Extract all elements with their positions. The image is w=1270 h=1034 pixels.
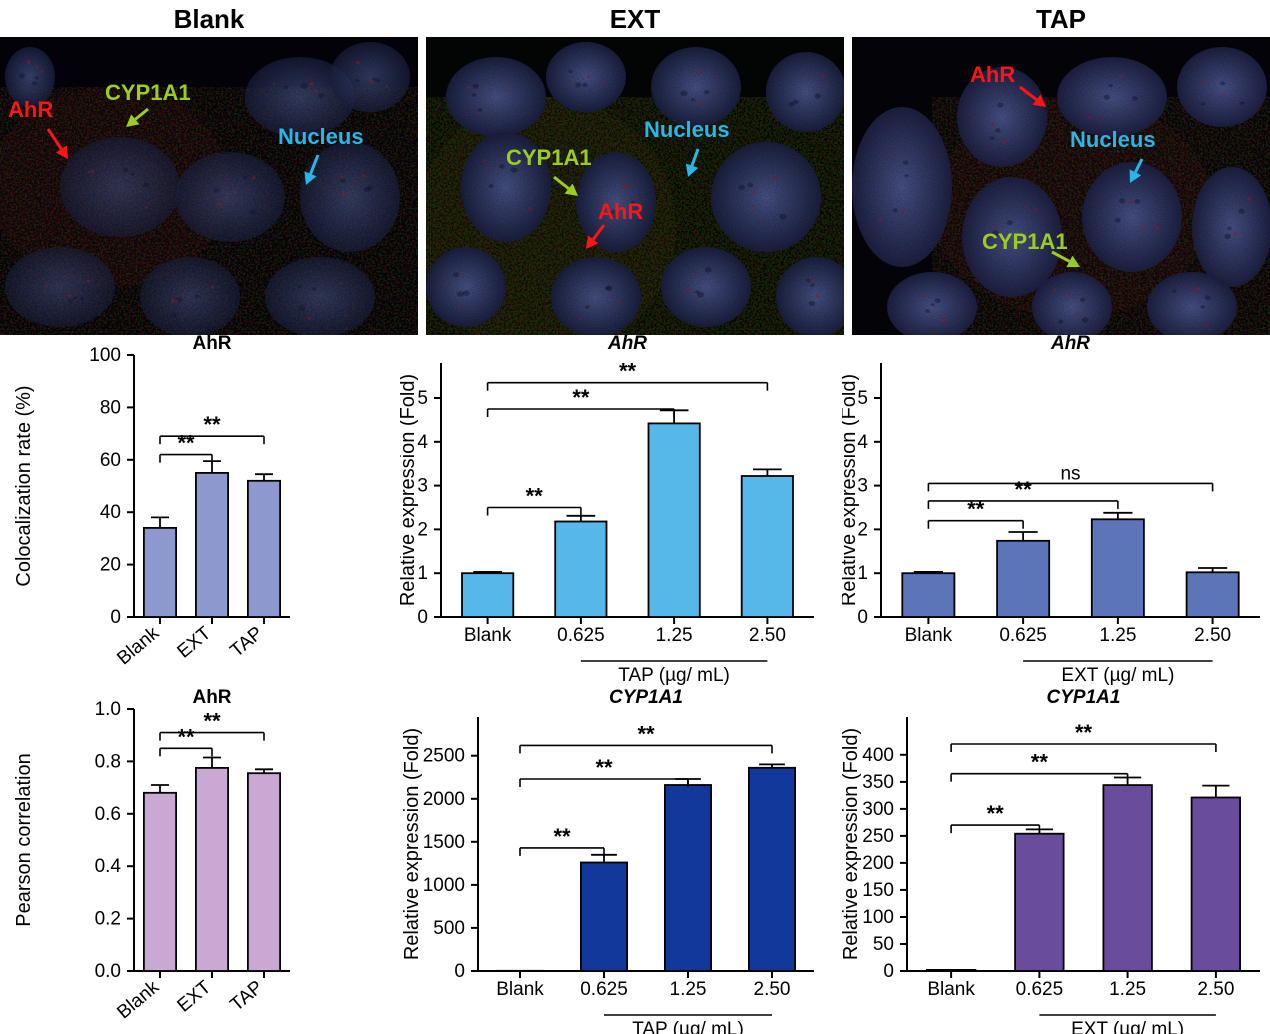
svg-text:AhR: AhR <box>192 335 231 354</box>
svg-text:2: 2 <box>417 519 428 540</box>
svg-text:TAP (µg/ mL): TAP (µg/ mL) <box>632 1019 744 1034</box>
svg-text:0.625: 0.625 <box>557 625 605 646</box>
svg-text:**: ** <box>619 359 637 384</box>
svg-text:1.25: 1.25 <box>1109 979 1146 1000</box>
svg-text:20: 20 <box>100 555 121 576</box>
svg-text:Colocalization rate (%): Colocalization rate (%) <box>13 385 35 586</box>
svg-text:Blank: Blank <box>496 979 544 1000</box>
svg-text:Pearson correlation: Pearson correlation <box>13 753 35 926</box>
svg-text:CYP1A1: CYP1A1 <box>105 80 191 105</box>
svg-text:Relative expression (Fold): Relative expression (Fold) <box>401 728 423 960</box>
svg-text:Relative expression (Fold): Relative expression (Fold) <box>842 374 860 606</box>
svg-text:3: 3 <box>417 476 428 497</box>
svg-text:CYP1A1: CYP1A1 <box>982 229 1068 254</box>
svg-text:Nucleus: Nucleus <box>1070 127 1156 152</box>
svg-text:**: ** <box>572 385 590 410</box>
svg-text:2.50: 2.50 <box>749 625 786 646</box>
svg-text:500: 500 <box>433 918 465 939</box>
svg-text:EXT (µg/ mL): EXT (µg/ mL) <box>1071 1019 1184 1034</box>
svg-text:0.2: 0.2 <box>95 909 121 930</box>
svg-text:**: ** <box>987 801 1005 826</box>
svg-text:AhR: AhR <box>607 335 647 354</box>
svg-text:Blank: Blank <box>905 625 953 646</box>
svg-text:0: 0 <box>417 607 428 628</box>
svg-text:CYP1A1: CYP1A1 <box>506 145 592 170</box>
svg-text:0.8: 0.8 <box>95 751 121 772</box>
svg-text:1.25: 1.25 <box>670 979 707 1000</box>
svg-text:350: 350 <box>862 772 894 793</box>
svg-text:1.25: 1.25 <box>656 625 693 646</box>
svg-text:Nucleus: Nucleus <box>278 124 364 149</box>
svg-text:0.625: 0.625 <box>1016 979 1064 1000</box>
svg-text:1.0: 1.0 <box>95 699 121 720</box>
svg-text:**: ** <box>203 412 221 437</box>
svg-text:150: 150 <box>862 880 894 901</box>
svg-text:4: 4 <box>417 432 428 453</box>
svg-text:AhR: AhR <box>8 97 53 122</box>
svg-text:EXT (µg/ mL): EXT (µg/ mL) <box>1061 665 1174 686</box>
svg-text:250: 250 <box>862 826 894 847</box>
svg-text:50: 50 <box>873 934 894 955</box>
svg-text:5: 5 <box>417 388 428 409</box>
svg-text:Relative expression (Fold): Relative expression (Fold) <box>400 374 419 606</box>
svg-text:0: 0 <box>454 961 465 982</box>
svg-text:AhR: AhR <box>970 62 1015 87</box>
svg-text:**: ** <box>595 755 613 780</box>
svg-text:2.50: 2.50 <box>1194 625 1231 646</box>
svg-text:TAP (µg/ mL): TAP (µg/ mL) <box>618 665 730 686</box>
svg-text:0: 0 <box>110 607 121 628</box>
svg-text:2.50: 2.50 <box>754 979 791 1000</box>
svg-text:AhR: AhR <box>598 199 643 224</box>
svg-text:1: 1 <box>417 563 428 584</box>
svg-text:2000: 2000 <box>423 789 465 810</box>
svg-text:1000: 1000 <box>423 875 465 896</box>
svg-text:Blank: Blank <box>464 625 512 646</box>
svg-text:AhR: AhR <box>1050 335 1090 354</box>
svg-text:**: ** <box>203 709 221 734</box>
svg-text:0.0: 0.0 <box>95 961 121 982</box>
svg-text:**: ** <box>177 724 195 749</box>
svg-text:**: ** <box>553 824 571 849</box>
svg-text:ns: ns <box>1060 463 1080 484</box>
svg-text:1.25: 1.25 <box>1099 625 1136 646</box>
svg-text:**: ** <box>1075 720 1093 745</box>
svg-text:80: 80 <box>100 397 121 418</box>
svg-text:CYP1A1: CYP1A1 <box>609 689 683 708</box>
svg-text:0.625: 0.625 <box>999 625 1047 646</box>
svg-text:2500: 2500 <box>423 746 465 767</box>
svg-text:300: 300 <box>862 799 894 820</box>
svg-text:**: ** <box>526 484 544 509</box>
svg-text:**: ** <box>637 721 655 746</box>
svg-text:0: 0 <box>883 961 894 982</box>
svg-text:200: 200 <box>862 853 894 874</box>
svg-text:1500: 1500 <box>423 832 465 853</box>
svg-text:Nucleus: Nucleus <box>644 117 730 142</box>
svg-text:100: 100 <box>862 907 894 928</box>
svg-text:**: ** <box>1031 750 1049 775</box>
svg-text:0: 0 <box>857 607 868 628</box>
svg-text:AhR: AhR <box>192 689 231 708</box>
svg-text:2.50: 2.50 <box>1197 979 1234 1000</box>
svg-text:CYP1A1: CYP1A1 <box>1047 689 1121 708</box>
svg-text:Relative expression (Fold): Relative expression (Fold) <box>842 728 862 960</box>
svg-text:100: 100 <box>89 345 121 366</box>
svg-text:0.4: 0.4 <box>95 856 122 877</box>
svg-text:0.625: 0.625 <box>580 979 628 1000</box>
svg-text:0.6: 0.6 <box>95 804 121 825</box>
svg-text:400: 400 <box>862 745 894 766</box>
svg-text:**: ** <box>177 431 195 456</box>
svg-text:60: 60 <box>100 450 121 471</box>
svg-text:Blank: Blank <box>927 979 975 1000</box>
svg-text:40: 40 <box>100 502 121 523</box>
svg-text:**: ** <box>1015 477 1033 502</box>
